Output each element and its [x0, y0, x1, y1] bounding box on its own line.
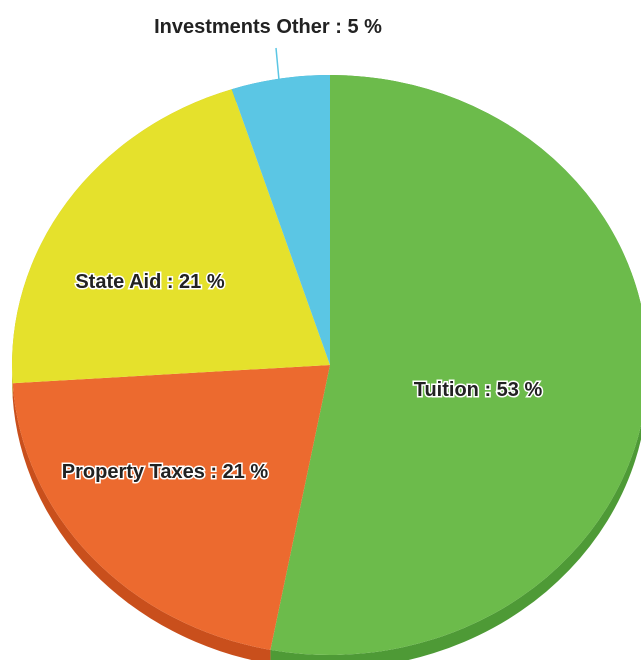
slice-depth-property-taxes [12, 383, 271, 660]
slice-tuition [270, 75, 641, 655]
slice-state-aid [11, 89, 330, 384]
slice-property-taxes [12, 365, 330, 650]
pie-labels: Tuition : 53 % Property Taxes : 21 % State… [60, 15, 544, 485]
pie-slices [11, 75, 641, 655]
slice-label-investments-other: Investments Other : 5 % [154, 16, 382, 38]
slice-label-property-taxes: Property Taxes : 21 % [62, 461, 269, 483]
leader-lines [275, 47, 280, 81]
slice-investments-other [231, 75, 330, 365]
slice-label-tuition: Tuition : 53 % [414, 379, 543, 401]
slice-label-state-aid: State Aid : 21 % [75, 271, 225, 293]
leader-line-investments-other [275, 47, 280, 81]
